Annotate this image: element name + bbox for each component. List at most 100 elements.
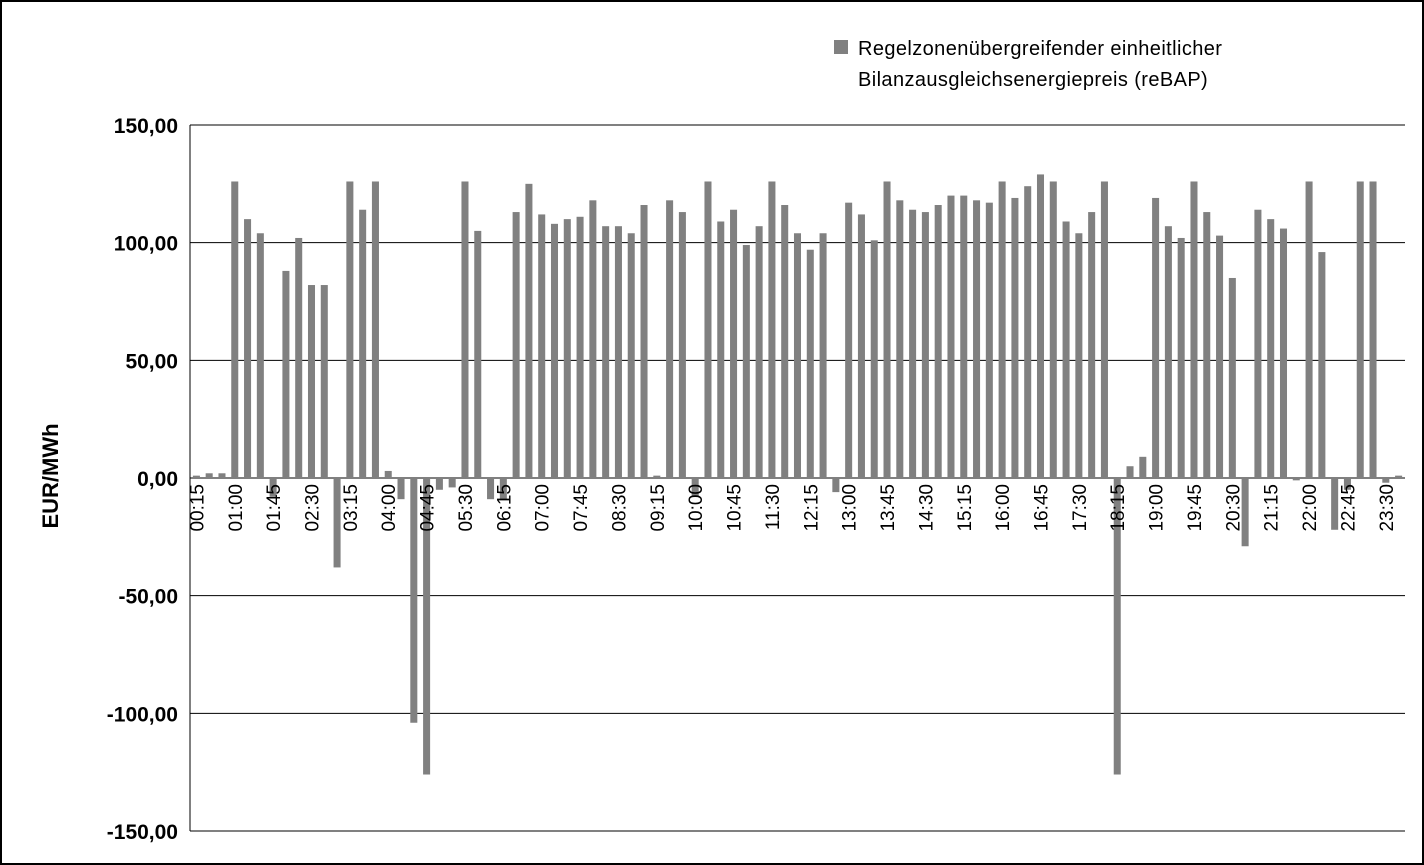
x-tick-label-15: 11:30 xyxy=(763,484,784,530)
bar-67 xyxy=(1049,181,1057,479)
bar-71 xyxy=(1100,181,1108,479)
x-tick-label-30: 22:45 xyxy=(1338,484,1359,532)
x-tick-label-12: 09:15 xyxy=(648,484,669,532)
x-tick-label-18: 13:45 xyxy=(878,484,899,532)
bar-34 xyxy=(627,233,635,478)
bar-61 xyxy=(973,200,981,478)
bar-4 xyxy=(244,219,252,478)
x-tick-label-19: 14:30 xyxy=(916,484,937,532)
bar-45 xyxy=(768,181,776,479)
bar-79 xyxy=(1203,212,1211,478)
bar-70 xyxy=(1088,212,1096,478)
bar-50 xyxy=(832,478,840,493)
x-tick-label-14: 10:45 xyxy=(725,484,746,532)
y-axis-label: EUR/MWh xyxy=(38,423,63,528)
x-tick-label-10: 07:45 xyxy=(571,484,592,532)
bar-87 xyxy=(1305,181,1313,479)
y-tick-label-4: -50,00 xyxy=(118,586,178,609)
x-tick-label-29: 22:00 xyxy=(1300,484,1321,532)
bar-11 xyxy=(333,478,341,568)
bar-91 xyxy=(1356,181,1364,479)
legend-label-line-2: Bilanzausgleichsenergiepreis (reBAP) xyxy=(858,69,1208,91)
bar-47 xyxy=(793,233,802,478)
x-tick-label-11: 08:30 xyxy=(609,484,630,532)
y-tick-label-2: 50,00 xyxy=(125,350,178,373)
bar-22 xyxy=(474,230,482,478)
bar-32 xyxy=(602,226,610,478)
bar-88 xyxy=(1318,252,1326,478)
legend-swatch xyxy=(834,40,848,54)
bar-19 xyxy=(435,478,443,490)
bar-93 xyxy=(1382,478,1390,483)
bar-74 xyxy=(1139,456,1147,478)
legend: Regelzonenübergreifender einheitlicher B… xyxy=(834,38,1222,91)
bar-48 xyxy=(806,249,814,478)
x-tick-label-4: 03:15 xyxy=(341,484,362,532)
x-tick-label-25: 19:00 xyxy=(1147,484,1168,532)
bar-10 xyxy=(320,285,328,478)
bar-51 xyxy=(845,202,853,478)
x-tick-label-26: 19:45 xyxy=(1185,484,1206,532)
bar-73 xyxy=(1126,466,1134,478)
y-axis-tick-labels: 150,00 100,00 50,00 0,00 -50,00 -100,00 -150,0… xyxy=(107,115,178,844)
x-axis-tick-labels: 00:15 01:00 01:45 02:30 03:15 04:00 04:45 05:30… xyxy=(187,484,1397,532)
bar-55 xyxy=(896,200,904,478)
bar-26 xyxy=(525,183,533,478)
bar-5 xyxy=(256,233,264,478)
bar-63 xyxy=(998,181,1006,479)
y-tick-label-1: 100,00 xyxy=(114,233,178,256)
bar-38 xyxy=(678,212,686,478)
bar-21 xyxy=(461,181,469,479)
x-tick-label-27: 20:30 xyxy=(1223,484,1244,532)
bar-17 xyxy=(410,478,418,723)
x-tick-label-23: 17:30 xyxy=(1070,484,1091,532)
x-tick-label-17: 13:00 xyxy=(840,484,861,532)
x-tick-label-9: 07:00 xyxy=(533,484,554,532)
bar-46 xyxy=(781,205,789,478)
bar-9 xyxy=(307,285,316,478)
bar-0 xyxy=(192,475,200,478)
bar-54 xyxy=(883,181,891,479)
x-tick-label-5: 04:00 xyxy=(379,484,400,532)
bars xyxy=(192,174,1403,775)
bar-94 xyxy=(1395,475,1403,478)
bar-60 xyxy=(960,195,968,478)
bar-30 xyxy=(576,216,584,478)
x-tick-label-6: 04:45 xyxy=(418,484,439,532)
bar-72 xyxy=(1113,478,1121,775)
bar-49 xyxy=(819,233,827,478)
bar-62 xyxy=(985,202,993,478)
bar-80 xyxy=(1216,235,1224,478)
bar-65 xyxy=(1024,186,1032,478)
bar-78 xyxy=(1190,181,1198,479)
gridlines xyxy=(189,124,1405,832)
bar-2 xyxy=(218,473,226,478)
bar-84 xyxy=(1267,219,1275,478)
x-tick-label-28: 21:15 xyxy=(1262,484,1283,532)
bar-33 xyxy=(614,226,622,478)
bar-14 xyxy=(371,181,379,479)
bar-41 xyxy=(717,221,725,479)
x-tick-label-1: 01:00 xyxy=(226,484,247,532)
x-tick-label-31: 23:30 xyxy=(1377,484,1398,532)
x-tick-label-16: 12:15 xyxy=(801,484,822,532)
bar-57 xyxy=(921,212,929,478)
bar-92 xyxy=(1369,181,1377,479)
bar-29 xyxy=(563,219,571,478)
bar-37 xyxy=(666,200,674,478)
bar-42 xyxy=(730,209,738,478)
bar-36 xyxy=(653,475,661,478)
bar-82 xyxy=(1241,478,1249,547)
y-tick-label-6: -150,00 xyxy=(107,821,178,844)
bar-7 xyxy=(282,270,290,478)
x-tick-label-22: 16:45 xyxy=(1032,484,1053,532)
bar-31 xyxy=(589,200,597,478)
bar-81 xyxy=(1228,277,1236,478)
y-tick-label-3: 0,00 xyxy=(137,468,178,491)
legend-label-line-1: Regelzonenübergreifender einheitlicher xyxy=(858,38,1222,60)
bar-86 xyxy=(1292,478,1300,481)
bar-64 xyxy=(1011,197,1019,478)
bar-89 xyxy=(1331,478,1339,530)
